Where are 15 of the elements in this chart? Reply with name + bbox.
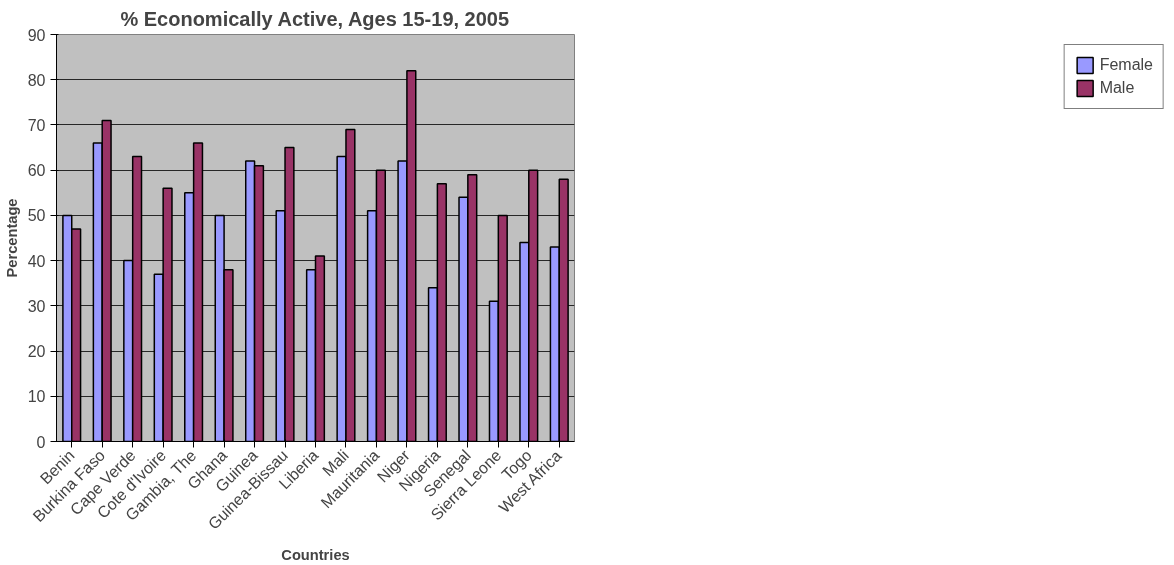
legend-label: Female [1099, 56, 1153, 74]
y-tick-label: 40 [27, 252, 46, 270]
y-axis-title: Percentage [3, 198, 20, 278]
x-axis-title: Countries [281, 546, 350, 563]
y-tick-label: 90 [27, 26, 46, 44]
y-tick-label: 70 [27, 116, 46, 134]
y-tick-label: 30 [27, 297, 46, 315]
y-tick-label: 20 [27, 343, 46, 361]
chart-title: % Economically Active, Ages 15-19, 2005 [120, 7, 510, 30]
y-tick-label: 50 [27, 207, 46, 225]
y-tick-label: 10 [27, 388, 46, 406]
y-tick-label: 0 [36, 433, 46, 451]
legend-label: Male [1099, 79, 1135, 97]
y-tick-label: 80 [27, 71, 46, 89]
y-tick-label: 60 [27, 162, 46, 180]
